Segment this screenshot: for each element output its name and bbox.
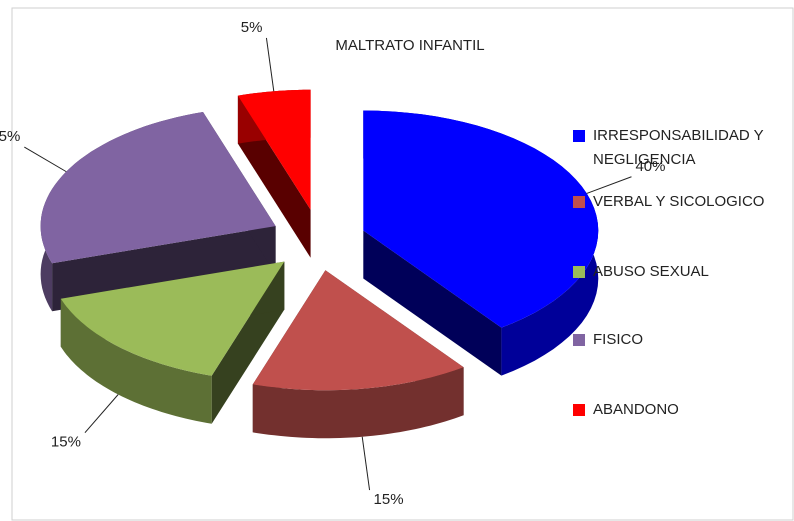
- legend-item: ABUSO SEXUAL: [573, 260, 788, 284]
- leader-line: [24, 146, 67, 173]
- data-label: 40%: [635, 158, 665, 175]
- legend-label: IRRESPONSABILIDAD Y NEGLIGENCIA: [593, 127, 764, 168]
- legend-label: FISICO: [593, 331, 644, 348]
- slice-wall: [252, 367, 464, 439]
- legend-label: VERBAL Y SICOLOGICO: [593, 193, 765, 210]
- slice: [363, 110, 599, 376]
- frame: [11, 7, 794, 521]
- slice-top: [60, 261, 285, 376]
- legend-swatch: [573, 130, 585, 142]
- slice: [252, 270, 464, 439]
- legend-item: IRRESPONSABILIDAD Y NEGLIGENCIA: [573, 124, 788, 172]
- data-label: 25%: [0, 128, 20, 145]
- slice-top: [363, 110, 599, 328]
- legend-item: ABANDONO: [573, 398, 788, 422]
- pie: [40, 89, 599, 439]
- legend-swatch: [573, 266, 585, 278]
- legend-label: ABUSO SEXUAL: [593, 263, 709, 280]
- slice-side: [363, 230, 502, 376]
- slice-top: [237, 89, 311, 210]
- data-label: 15%: [51, 434, 81, 451]
- legend-swatch: [573, 196, 585, 208]
- slice-top: [40, 112, 276, 264]
- slice-side: [52, 226, 276, 312]
- legend-swatch: [573, 404, 585, 416]
- legend-item: FISICO: [573, 328, 788, 352]
- slice: [40, 112, 276, 312]
- leader-line: [361, 436, 371, 491]
- labels: 40% 15% 15% 25% 5%: [0, 19, 665, 508]
- leader-line: [586, 176, 632, 194]
- slice: [60, 261, 285, 424]
- legend-swatch: [573, 334, 585, 346]
- leader-line: [265, 37, 275, 92]
- slice-wall: [60, 298, 212, 424]
- slice-top: [252, 270, 464, 391]
- chart-title: MALTRATO INFANTIL: [335, 37, 484, 54]
- data-label: 5%: [241, 19, 263, 36]
- slice: [237, 89, 311, 258]
- data-label: 15%: [374, 491, 404, 508]
- legend-item: VERBAL Y SICOLOGICO: [573, 190, 788, 214]
- legend-label: ABANDONO: [593, 401, 679, 418]
- leader-line: [84, 394, 119, 434]
